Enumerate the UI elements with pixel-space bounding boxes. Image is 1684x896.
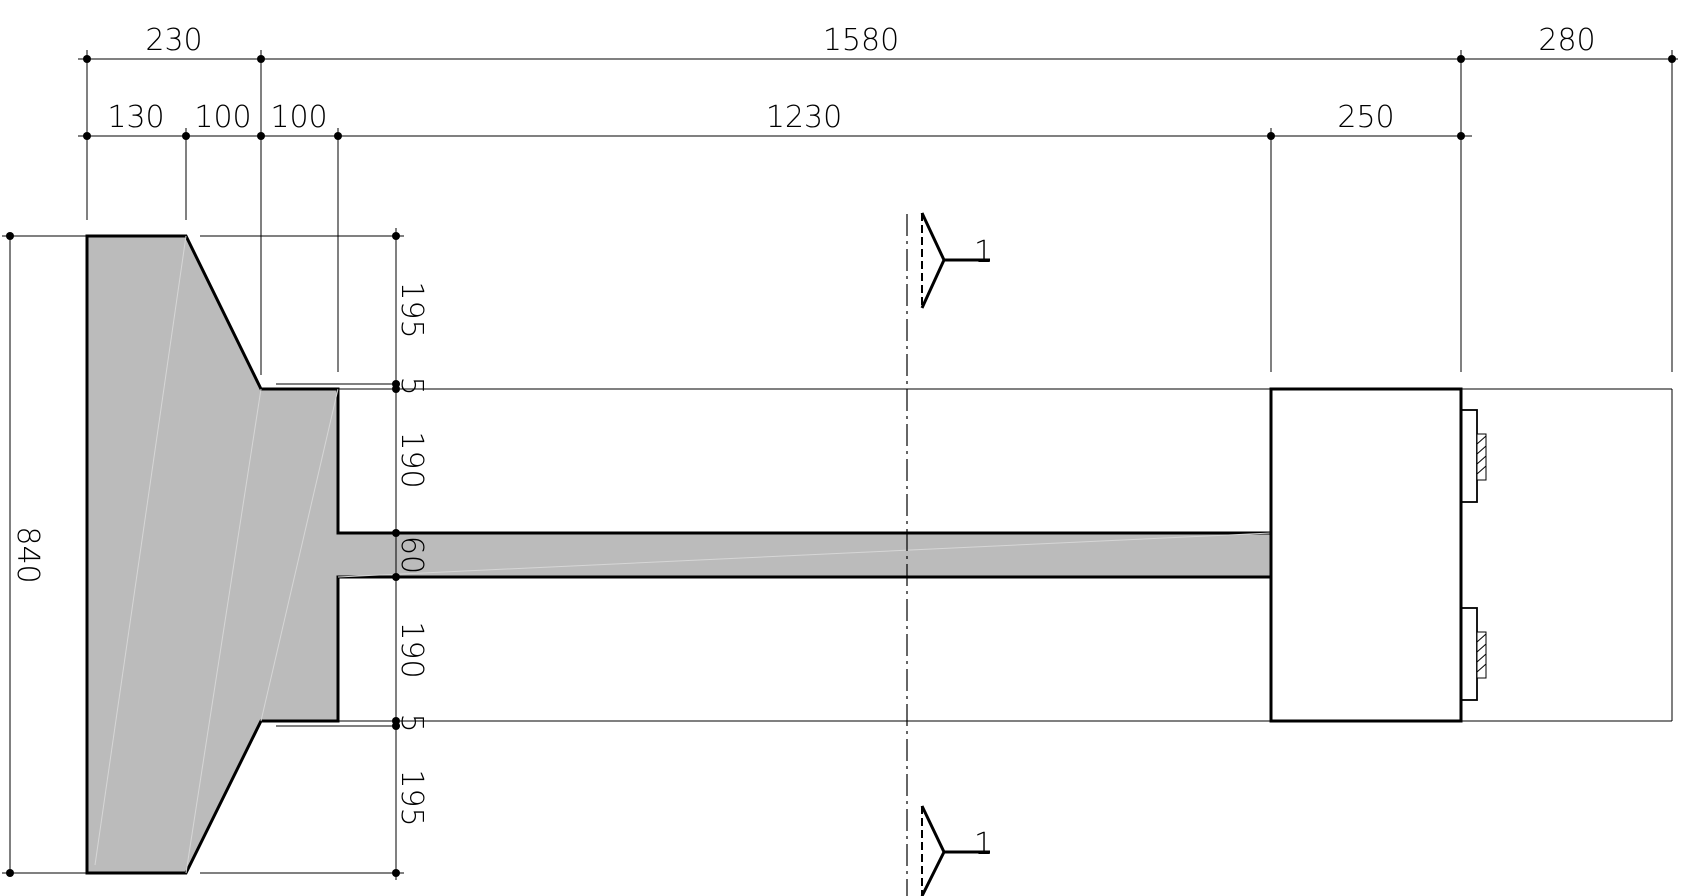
dim-1580: 1580 (823, 23, 899, 58)
dimension-row-second: 130 100 100 1230 250 (78, 100, 1472, 372)
construction-lines (94, 235, 1272, 874)
dimension-left-height: 840 (2, 232, 90, 877)
dim-195-bottom: 195 (394, 769, 429, 826)
dim-1230: 1230 (766, 100, 842, 135)
dim-280: 280 (1538, 23, 1595, 58)
dimension-vertical-chain: 195 5 190 60 190 5 195 (200, 228, 429, 880)
dim-195-top: 195 (394, 281, 429, 338)
dim-230: 230 (145, 23, 202, 58)
dim-5-bottom: 5 (394, 713, 429, 732)
dim-130: 130 (107, 100, 164, 135)
section-marker-bottom: 1 (920, 805, 993, 896)
plan-outline (276, 383, 1673, 727)
section-label-top: 1 (974, 235, 993, 270)
bearing-top (1460, 409, 1487, 503)
bearing-bottom (1460, 607, 1487, 701)
section-marker-top: 1 (920, 212, 993, 309)
dimension-row-top: 230 1580 280 (78, 23, 1678, 375)
dim-60: 60 (394, 536, 429, 574)
dim-100b: 100 (270, 100, 327, 135)
end-block (1269, 387, 1463, 723)
dim-5-top: 5 (394, 376, 429, 395)
section-label-bottom: 1 (974, 827, 993, 862)
concrete-section (85, 234, 1273, 875)
dim-840: 840 (10, 526, 45, 583)
dim-190-bottom: 190 (394, 621, 429, 678)
dim-190-top: 190 (394, 431, 429, 488)
dim-100a: 100 (194, 100, 251, 135)
dim-250: 250 (1337, 100, 1394, 135)
